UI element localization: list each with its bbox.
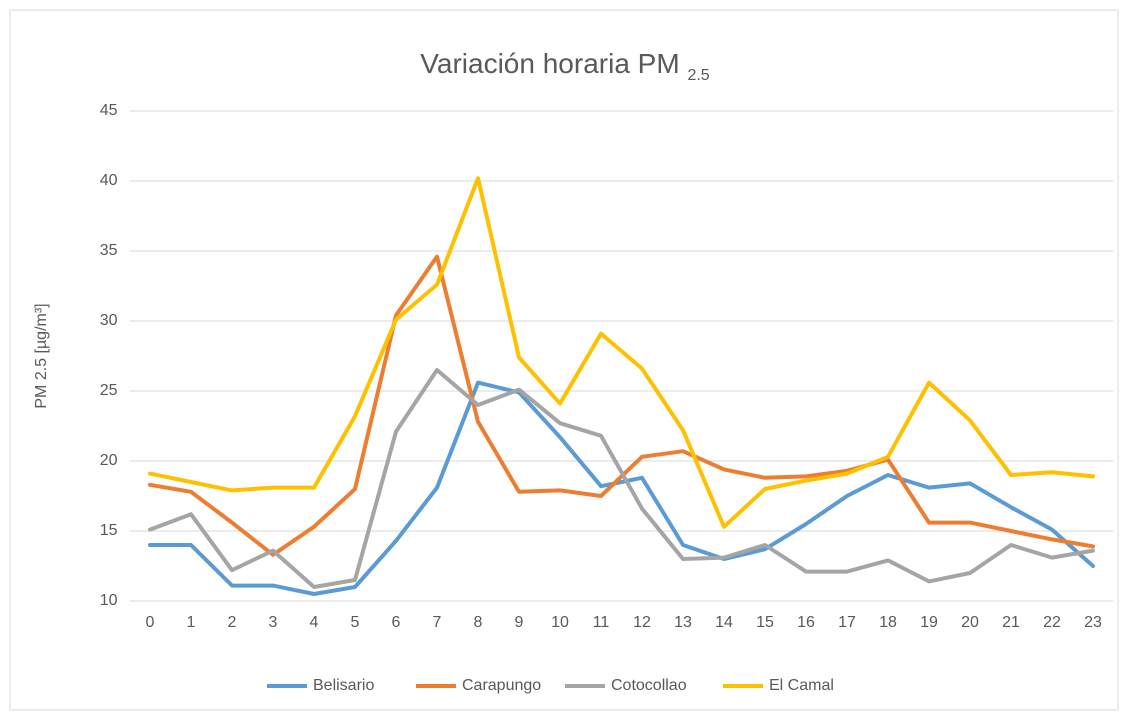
line-series — [148, 254, 1095, 557]
chart-title: Variación horaria PM 2.5 — [420, 48, 710, 84]
x-tick-label: 1 — [187, 614, 196, 631]
y-tick-label: 35 — [100, 242, 118, 259]
legend-label: Carapungo — [462, 677, 541, 694]
x-tick-label: 5 — [351, 614, 360, 631]
x-tick-label: 13 — [674, 614, 692, 631]
x-tick-label: 8 — [474, 614, 483, 631]
x-tick-label: 11 — [593, 614, 610, 631]
x-tick-label: 0 — [146, 614, 155, 631]
y-tick-label: 15 — [100, 522, 118, 539]
y-tick-label: 45 — [100, 102, 118, 119]
x-tick-label: 4 — [310, 614, 319, 631]
x-tick-label: 20 — [961, 614, 979, 631]
x-tick-label: 12 — [633, 614, 651, 631]
x-tick-label: 16 — [797, 614, 815, 631]
x-tick-label: 21 — [1002, 614, 1020, 631]
y-tick-label: 40 — [100, 172, 118, 189]
x-tick-label: 7 — [433, 614, 442, 631]
x-tick-label: 15 — [756, 614, 774, 631]
line-series — [148, 176, 1095, 529]
x-tick-label: 9 — [515, 614, 524, 631]
line-series — [148, 380, 1095, 596]
x-tick-label: 6 — [392, 614, 401, 631]
legend-label: El Camal — [769, 677, 834, 694]
y-tick-label: 10 — [100, 592, 118, 609]
x-tick-label: 19 — [920, 614, 938, 631]
y-tick-label: 30 — [100, 312, 118, 329]
legend-label: Belisario — [313, 677, 374, 694]
line-series — [148, 368, 1095, 589]
x-tick-label: 3 — [269, 614, 278, 631]
chart-frame — [9, 9, 1119, 711]
y-axis-label: PM 2.5 [µg/m³] — [33, 303, 50, 408]
x-tick-label: 17 — [838, 614, 856, 631]
x-tick-label: 2 — [228, 614, 237, 631]
legend-label: Cotocollao — [611, 677, 687, 694]
y-tick-label: 25 — [100, 382, 118, 399]
x-tick-label: 18 — [879, 614, 897, 631]
x-tick-label: 10 — [551, 614, 569, 631]
x-tick-label: 22 — [1043, 614, 1061, 631]
y-tick-label: 20 — [100, 452, 118, 469]
x-tick-label: 23 — [1084, 614, 1102, 631]
x-tick-label: 14 — [715, 614, 733, 631]
